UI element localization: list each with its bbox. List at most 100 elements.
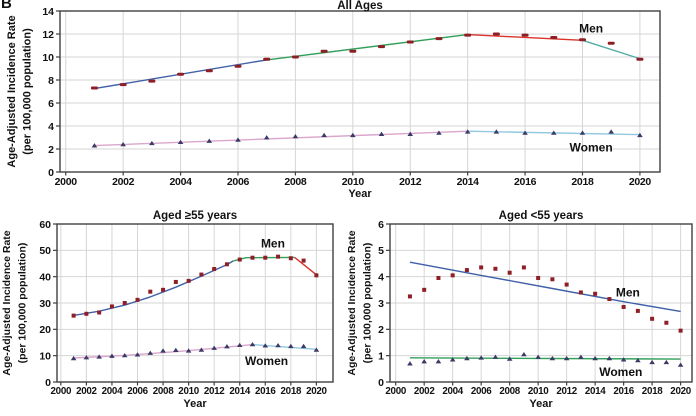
women-data-point <box>592 355 598 361</box>
women-data-point <box>262 343 269 348</box>
men-data-point <box>212 267 217 272</box>
women-data-point <box>435 359 442 364</box>
men-data-point <box>607 41 615 45</box>
women-data-point <box>134 352 141 357</box>
men-series-label: Men <box>616 285 640 299</box>
y-axis-label-line1: Age-Adjusted Incidence Rate <box>1 230 13 375</box>
men-data-point <box>406 40 414 44</box>
y-tick-label: 30 <box>39 298 51 310</box>
men-data-point <box>263 57 271 61</box>
women-data-point <box>109 353 115 358</box>
y-axis-label-line2: (per 100,000 population) <box>22 28 34 155</box>
women-data-point <box>464 355 470 361</box>
men-data-point <box>173 279 178 284</box>
men-data-point <box>84 311 89 316</box>
y-axis-label-line2: (per 100,000 population) <box>17 243 29 364</box>
women-series-label: Women <box>245 354 288 368</box>
x-tick-label: 2020 <box>306 386 327 397</box>
men-data-point <box>71 313 76 318</box>
men-data-point <box>436 275 441 280</box>
women-data-point <box>149 140 155 146</box>
men-data-point <box>109 304 114 309</box>
women-data-point <box>173 347 179 353</box>
men-data-point <box>205 69 213 73</box>
aged-under-55-svg: 2000 2002 2004 2006 2008 2010 2012 2014 2016 2018… <box>346 210 693 410</box>
men-data-point <box>314 273 319 278</box>
women-data-point <box>578 354 584 359</box>
women-data-point <box>549 355 556 361</box>
men-data-point <box>479 265 484 270</box>
y-axis-label-line1: Age-Adjusted Incidence Rate <box>6 15 18 167</box>
y-tick-label: 14 <box>42 6 54 18</box>
men-data-point <box>536 275 541 280</box>
women-data-point <box>70 355 77 361</box>
men-trend-segment <box>467 33 583 41</box>
men-data-point <box>378 45 386 49</box>
women-data-point <box>198 347 205 352</box>
men-data-point <box>250 255 255 260</box>
men-data-point <box>97 310 102 315</box>
x-tick-label: 2008 <box>284 176 307 188</box>
x-tick-label: 2014 <box>585 386 606 397</box>
men-data-point <box>291 55 299 59</box>
women-data-point <box>506 356 513 361</box>
x-tick-label: 2010 <box>528 386 549 397</box>
men-data-point <box>492 32 500 36</box>
men-trend-segment <box>266 33 468 61</box>
all-ages-svg: 2000 2002 2004 2006 2008 2010 2012 2014 2016 2018… <box>6 0 661 200</box>
x-axis-label: Year <box>348 188 372 200</box>
women-data-point <box>608 129 614 134</box>
x-tick-label: 2020 <box>629 176 652 188</box>
women-data-point <box>550 130 557 135</box>
chart-aged-55-plus: 2000 2002 2004 2006 2008 2010 2012 2014 2016 2018… <box>0 200 348 411</box>
y-tick-label: 0 <box>45 377 51 389</box>
y-axis-label-line1: Age-Adjusted Incidence Rate <box>348 230 358 375</box>
women-data-point <box>288 343 294 349</box>
y-tick-label: 8 <box>48 75 54 87</box>
men-data-point <box>263 255 268 260</box>
men-data-point <box>186 278 191 283</box>
men-data-point <box>621 304 626 309</box>
x-tick-label: 2002 <box>76 386 97 397</box>
y-tick-label: 1 <box>378 350 384 362</box>
women-data-point <box>275 342 281 348</box>
x-tick-label: 2014 <box>229 386 250 397</box>
men-data-point <box>161 287 166 292</box>
x-tick-label: 2018 <box>571 176 594 188</box>
men-data-point <box>507 270 512 275</box>
x-tick-label: 2004 <box>442 386 463 397</box>
men-data-point <box>122 301 127 305</box>
men-data-point <box>493 266 498 271</box>
y-tick-label: 10 <box>39 350 51 362</box>
x-tick-label: 2020 <box>670 386 691 397</box>
men-data-point <box>678 328 683 333</box>
women-data-point <box>160 348 166 353</box>
women-data-point <box>224 344 230 349</box>
y-tick-label: 10 <box>42 52 54 64</box>
chart-title: All Ages <box>337 0 383 12</box>
y-tick-label: 2 <box>48 144 54 156</box>
x-tick-label: 2010 <box>342 176 365 188</box>
women-data-point <box>121 353 128 358</box>
x-axis-label: Year <box>529 398 553 410</box>
x-tick-label: 2000 <box>385 386 406 397</box>
women-data-point <box>563 355 570 361</box>
y-tick-label: 40 <box>39 271 51 283</box>
women-data-point <box>147 350 154 355</box>
men-data-point <box>90 86 98 90</box>
men-data-point <box>237 257 242 262</box>
women-data-point <box>637 132 643 138</box>
men-data-point <box>521 265 526 270</box>
y-tick-label: 4 <box>378 271 384 283</box>
x-axis-label: Year <box>183 398 207 410</box>
women-data-point <box>235 137 241 142</box>
men-data-point <box>148 79 156 83</box>
x-tick-label: 2014 <box>457 176 480 188</box>
women-data-point <box>421 359 427 364</box>
y-tick-label: 0 <box>48 167 54 179</box>
men-data-point <box>119 83 127 87</box>
y-tick-label: 6 <box>48 98 54 110</box>
women-data-point <box>96 354 102 359</box>
men-data-point <box>650 316 655 321</box>
